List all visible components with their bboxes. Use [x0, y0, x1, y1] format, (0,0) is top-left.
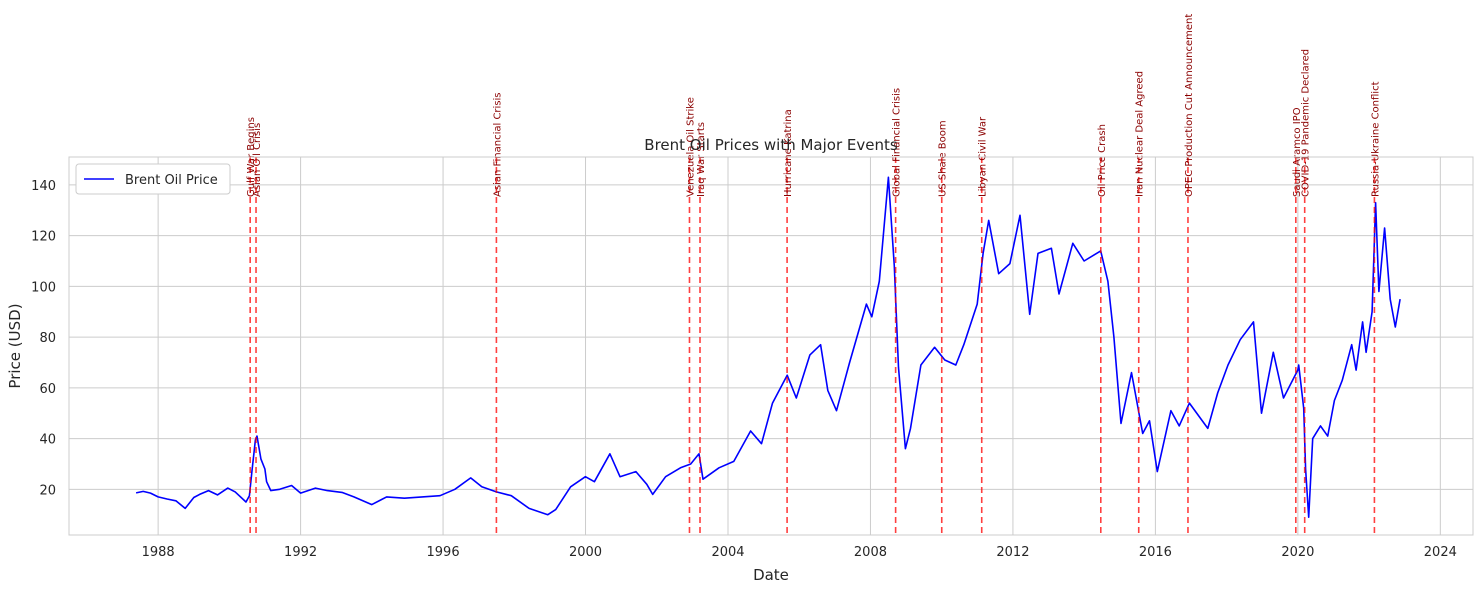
x-tick-label: 2020 [1281, 545, 1314, 560]
event-label: Hurricane Katrina [783, 109, 794, 197]
y-tick-label: 100 [31, 280, 56, 295]
chart-title: Brent Oil Prices with Major Events [644, 136, 898, 154]
x-tick-label: 2000 [569, 545, 602, 560]
series-layer [135, 176, 1401, 518]
x-axis-label: Date [753, 566, 789, 584]
event-label: Venezuela Oil Strike [686, 97, 697, 197]
x-tick-label: 2004 [711, 545, 744, 560]
y-tick-label: 60 [39, 382, 56, 397]
grid [69, 157, 1473, 535]
y-tick-label: 140 [31, 179, 56, 194]
plot-area-frame [68, 156, 1474, 536]
x-tick-label: 2008 [854, 545, 887, 560]
x-tick-label: 1996 [427, 545, 460, 560]
x-tick-label: 2016 [1139, 545, 1172, 560]
x-tick-label: 1992 [284, 545, 317, 560]
event-label: US Shale Boom [938, 120, 949, 197]
y-axis-label: Price (USD) [6, 303, 24, 388]
event-label: Asian Oil Crisis [252, 123, 263, 197]
y-tick-label: 20 [39, 483, 56, 498]
event-label: Saudi Aramco IPO [1292, 107, 1303, 197]
legend-box [75, 163, 231, 195]
event-label: Oil Price Crash [1097, 124, 1108, 197]
event-label: COVID-19 Pandemic Declared [1301, 49, 1312, 197]
x-tick-label: 2024 [1424, 545, 1457, 560]
event-label: Global Financial Crisis [892, 88, 903, 197]
event-label: Libyan Civil War [978, 116, 989, 197]
series-line-brent-oil-price [135, 176, 1401, 518]
x-tick-label: 2012 [996, 545, 1029, 560]
legend: Brent Oil Price [75, 163, 231, 195]
y-tick-label: 80 [39, 331, 56, 346]
y-tick-label: 120 [31, 230, 56, 245]
x-tick-label: 1988 [142, 545, 175, 560]
axis-ticks: 1988 1992 1996 2000 2004 2008 2012 2016 2020 2024… [31, 179, 1457, 560]
legend-label-brent-oil-price: Brent Oil Price [125, 173, 218, 188]
event-label: Iran Nuclear Deal Agreed [1135, 71, 1146, 197]
event-label: Asian Financial Crisis [492, 92, 503, 197]
y-tick-label: 40 [39, 433, 56, 448]
event-label: Russia-Ukraine Conflict [1370, 81, 1381, 197]
event-label: Iraq War Starts [696, 122, 707, 197]
event-label: OPEC Production Cut Announcement [1184, 14, 1195, 197]
